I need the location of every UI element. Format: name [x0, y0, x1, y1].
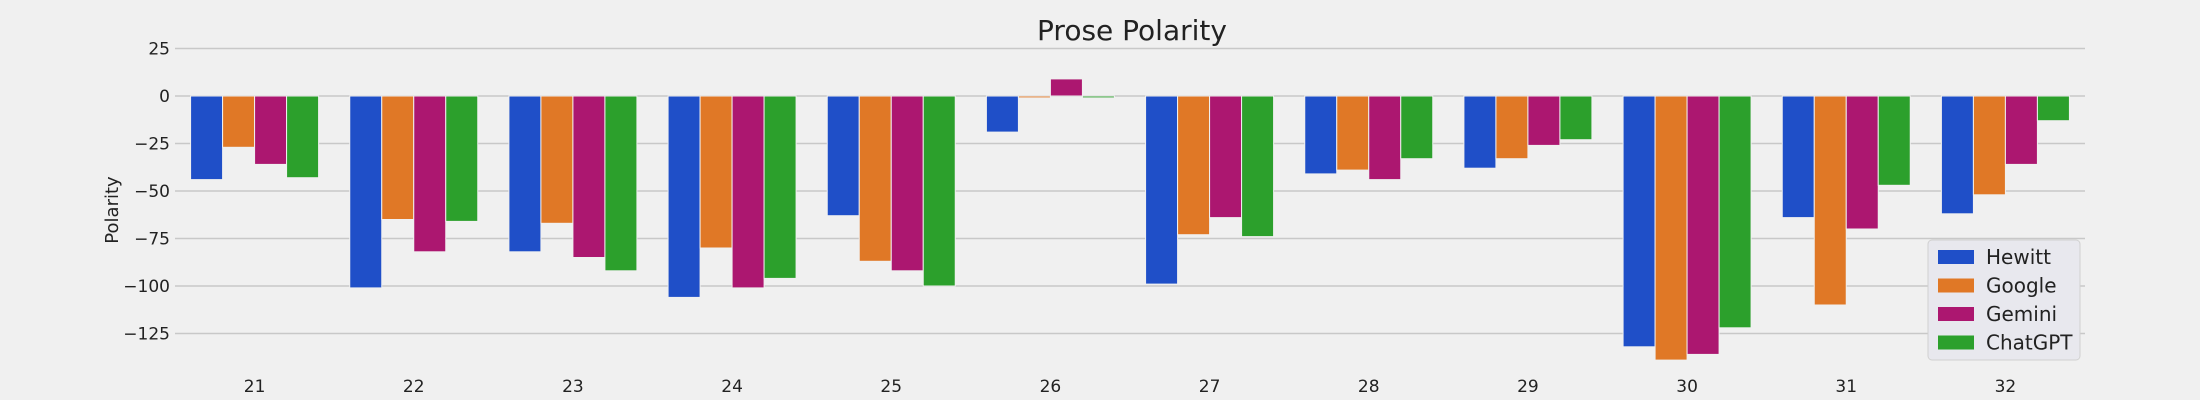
bar-gemini-31: [1845, 95, 1879, 230]
bar-chatgpt-25: [922, 95, 956, 287]
bar-google-30: [1654, 95, 1688, 361]
y-tick-label: 0: [159, 87, 170, 107]
bar-gemini-28: [1368, 95, 1402, 181]
gridlines: [175, 47, 2085, 335]
bar-chatgpt-26: [1081, 95, 1115, 99]
bar-google-24: [699, 95, 733, 249]
legend-label-chatgpt: ChatGPT: [1986, 331, 2073, 355]
bar-google-31: [1813, 95, 1847, 306]
bar-google-26: [1017, 95, 1051, 99]
bar-hewitt-25: [826, 95, 860, 217]
bar-chatgpt-21: [286, 95, 320, 179]
bar-google-25: [858, 95, 892, 262]
bar-gemini-32: [2004, 95, 2038, 165]
bar-chatgpt-27: [1241, 95, 1275, 238]
bar-google-32: [1972, 95, 2006, 196]
bar-chatgpt-28: [1400, 95, 1434, 160]
chart-title: Prose Polarity: [1037, 14, 1227, 47]
bar-google-29: [1495, 95, 1529, 160]
x-tick-label: 28: [1358, 377, 1380, 397]
bar-chatgpt-30: [1718, 95, 1752, 329]
x-tick-label: 32: [1995, 377, 2017, 397]
bar-hewitt-27: [1145, 95, 1179, 285]
legend-swatch-gemini: [1938, 307, 1974, 321]
legend: Hewitt Google Gemini ChatGPT: [1927, 239, 2081, 361]
x-tick-label: 24: [721, 377, 743, 397]
bar-google-22: [381, 95, 415, 220]
x-tick-label: 30: [1676, 377, 1698, 397]
bar-chatgpt-32: [2036, 95, 2070, 122]
legend-swatch-hewitt: [1938, 250, 1974, 264]
bar-google-27: [1177, 95, 1211, 236]
x-tick-label: 31: [1835, 377, 1857, 397]
y-tick-label: −75: [134, 230, 170, 250]
bar-gemini-30: [1686, 95, 1720, 355]
bar-hewitt-23: [508, 95, 542, 253]
bar-hewitt-22: [349, 95, 383, 289]
bar-gemini-22: [413, 95, 447, 253]
y-tick-label: 25: [148, 40, 170, 60]
bar-hewitt-31: [1781, 95, 1815, 219]
legend-swatch-chatgpt: [1938, 335, 1974, 350]
x-axis-ticks: 21 22 23 24 25 26 27 28 29 30 31 32: [244, 377, 2016, 397]
bar-google-28: [1336, 95, 1370, 171]
legend-swatch-google: [1938, 278, 1974, 293]
legend-label-google: Google: [1986, 274, 2057, 298]
bar-hewitt-24: [667, 95, 701, 298]
x-tick-label: 25: [880, 377, 902, 397]
y-axis-label: Polarity: [102, 176, 123, 244]
bar-hewitt-30: [1622, 95, 1656, 348]
bar-chatgpt-22: [445, 95, 479, 222]
bar-gemini-26: [1049, 78, 1083, 97]
bar-chatgpt-29: [1559, 95, 1593, 141]
bar-gemini-24: [731, 95, 765, 289]
bar-chatgpt-31: [1877, 95, 1911, 186]
x-tick-label: 26: [1040, 377, 1062, 397]
bar-hewitt-32: [1940, 95, 1974, 215]
y-tick-label: −50: [134, 182, 170, 202]
bar-gemini-21: [254, 95, 288, 165]
bar-hewitt-28: [1304, 95, 1338, 175]
legend-label-gemini: Gemini: [1986, 302, 2057, 326]
y-tick-label: −125: [123, 325, 170, 345]
bars: [190, 78, 2070, 361]
bar-gemini-23: [572, 95, 606, 258]
bar-hewitt-26: [985, 95, 1019, 133]
y-tick-label: −100: [123, 277, 170, 297]
bar-hewitt-21: [190, 95, 224, 181]
x-tick-label: 21: [244, 377, 266, 397]
bar-gemini-29: [1527, 95, 1561, 146]
x-tick-label: 27: [1199, 377, 1221, 397]
legend-box: [1927, 239, 2081, 361]
x-tick-label: 29: [1517, 377, 1539, 397]
bar-chatgpt-24: [763, 95, 797, 279]
bar-gemini-25: [890, 95, 924, 272]
y-tick-label: −25: [134, 135, 170, 155]
bar-gemini-27: [1209, 95, 1243, 219]
legend-label-hewitt: Hewitt: [1986, 245, 2051, 269]
x-tick-label: 22: [403, 377, 425, 397]
bar-hewitt-29: [1463, 95, 1497, 169]
x-tick-label: 23: [562, 377, 584, 397]
bar-chatgpt-23: [604, 95, 638, 272]
bar-google-23: [540, 95, 574, 224]
bar-google-21: [222, 95, 256, 148]
y-axis-ticks: 25 0 −25 −50 −75 −100 −125: [123, 40, 170, 345]
